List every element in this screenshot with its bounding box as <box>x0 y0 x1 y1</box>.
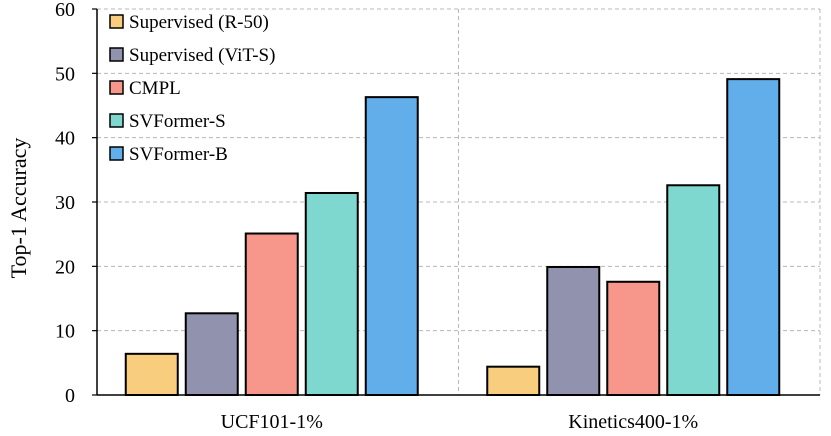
bar-cmpl-0 <box>244 232 299 396</box>
y-axis-title: Top-1 Accuracy <box>6 138 31 279</box>
bar-svformer-b-1 <box>726 78 781 397</box>
category-labels: UCF101-1% Kinetics400-1% <box>221 411 699 433</box>
legend-swatch <box>109 146 124 161</box>
bar-supervised-vit-s--0 <box>184 312 239 396</box>
y-tick-label: 30 <box>55 192 75 214</box>
y-tick-label: 20 <box>55 256 75 278</box>
legend-label: SVFormer-B <box>129 144 228 165</box>
y-tick-label: 10 <box>55 321 75 343</box>
bar-svformer-b-0 <box>364 96 419 397</box>
bar-svformer-s-0 <box>304 191 359 396</box>
bars <box>124 78 781 397</box>
y-tick-label: 60 <box>55 0 75 21</box>
bar-supervised-vit-s--1 <box>546 265 601 396</box>
bar-cmpl-1 <box>606 280 661 397</box>
x-category-label: Kinetics400-1% <box>568 411 698 433</box>
legend-label: SVFormer-S <box>129 111 226 132</box>
y-tick-labels: 0 10 20 30 40 50 60 <box>55 0 97 407</box>
legend-swatch <box>109 80 124 95</box>
legend-swatch <box>109 47 124 62</box>
legend-label: CMPL <box>129 78 181 99</box>
legend-label: Supervised (ViT-S) <box>129 45 275 66</box>
x-category-label: UCF101-1% <box>221 411 323 433</box>
legend-swatch <box>109 113 124 128</box>
legend-label: Supervised (R-50) <box>129 12 269 33</box>
bar-supervised-r-50--0 <box>124 352 179 396</box>
bar-supervised-r-50--1 <box>486 365 541 396</box>
y-tick-label: 0 <box>65 385 75 407</box>
legend-swatch <box>109 14 124 29</box>
bar-svformer-s-1 <box>666 184 721 396</box>
legend: Supervised (R-50) Supervised (ViT-S) CMPL S… <box>109 12 275 165</box>
y-tick-label: 40 <box>55 128 75 150</box>
y-tick-label: 50 <box>55 63 75 85</box>
